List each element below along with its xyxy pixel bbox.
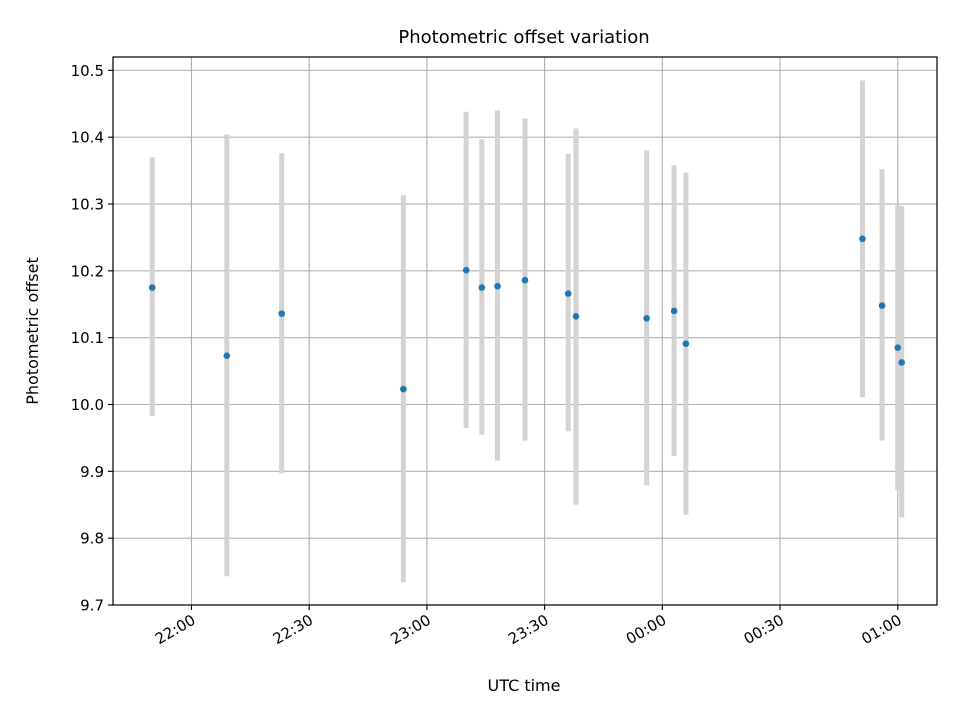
y-tick-label: 9.8 [80,530,104,548]
data-point [478,284,486,291]
y-axis-title: Photometric offset [23,257,42,405]
data-point [494,282,501,290]
data-points [148,235,905,393]
y-tick-label: 10.1 [71,329,104,347]
plot-frame [112,56,938,606]
y-tick-label: 10.5 [71,62,104,80]
data-point [894,344,902,352]
data-point [400,385,407,393]
data-point [223,352,231,360]
data-point [859,235,866,243]
y-axis-ticks: 9.7 9.8 9.9 10.0 10.1 10.2 10.3 10.4 10.5 [71,62,113,615]
x-axis-title: UTC time [488,676,561,695]
data-point [148,284,156,291]
data-point [278,310,286,317]
data-point [521,276,529,284]
y-tick-label: 9.7 [80,597,104,615]
y-tick-label: 10.4 [71,129,104,147]
data-point [898,359,905,366]
y-tick-label: 9.9 [80,463,104,481]
data-point [670,307,678,315]
y-tick-label: 10.3 [71,196,104,214]
chart-title: Photometric offset variation [398,27,649,48]
y-tick-label: 10.2 [71,262,104,280]
data-point [564,290,572,297]
y-tick-label: 10.0 [71,396,104,414]
data-point [682,340,690,347]
data-point [462,266,470,274]
data-point [572,312,580,320]
data-point [643,315,650,322]
data-point [878,302,886,309]
